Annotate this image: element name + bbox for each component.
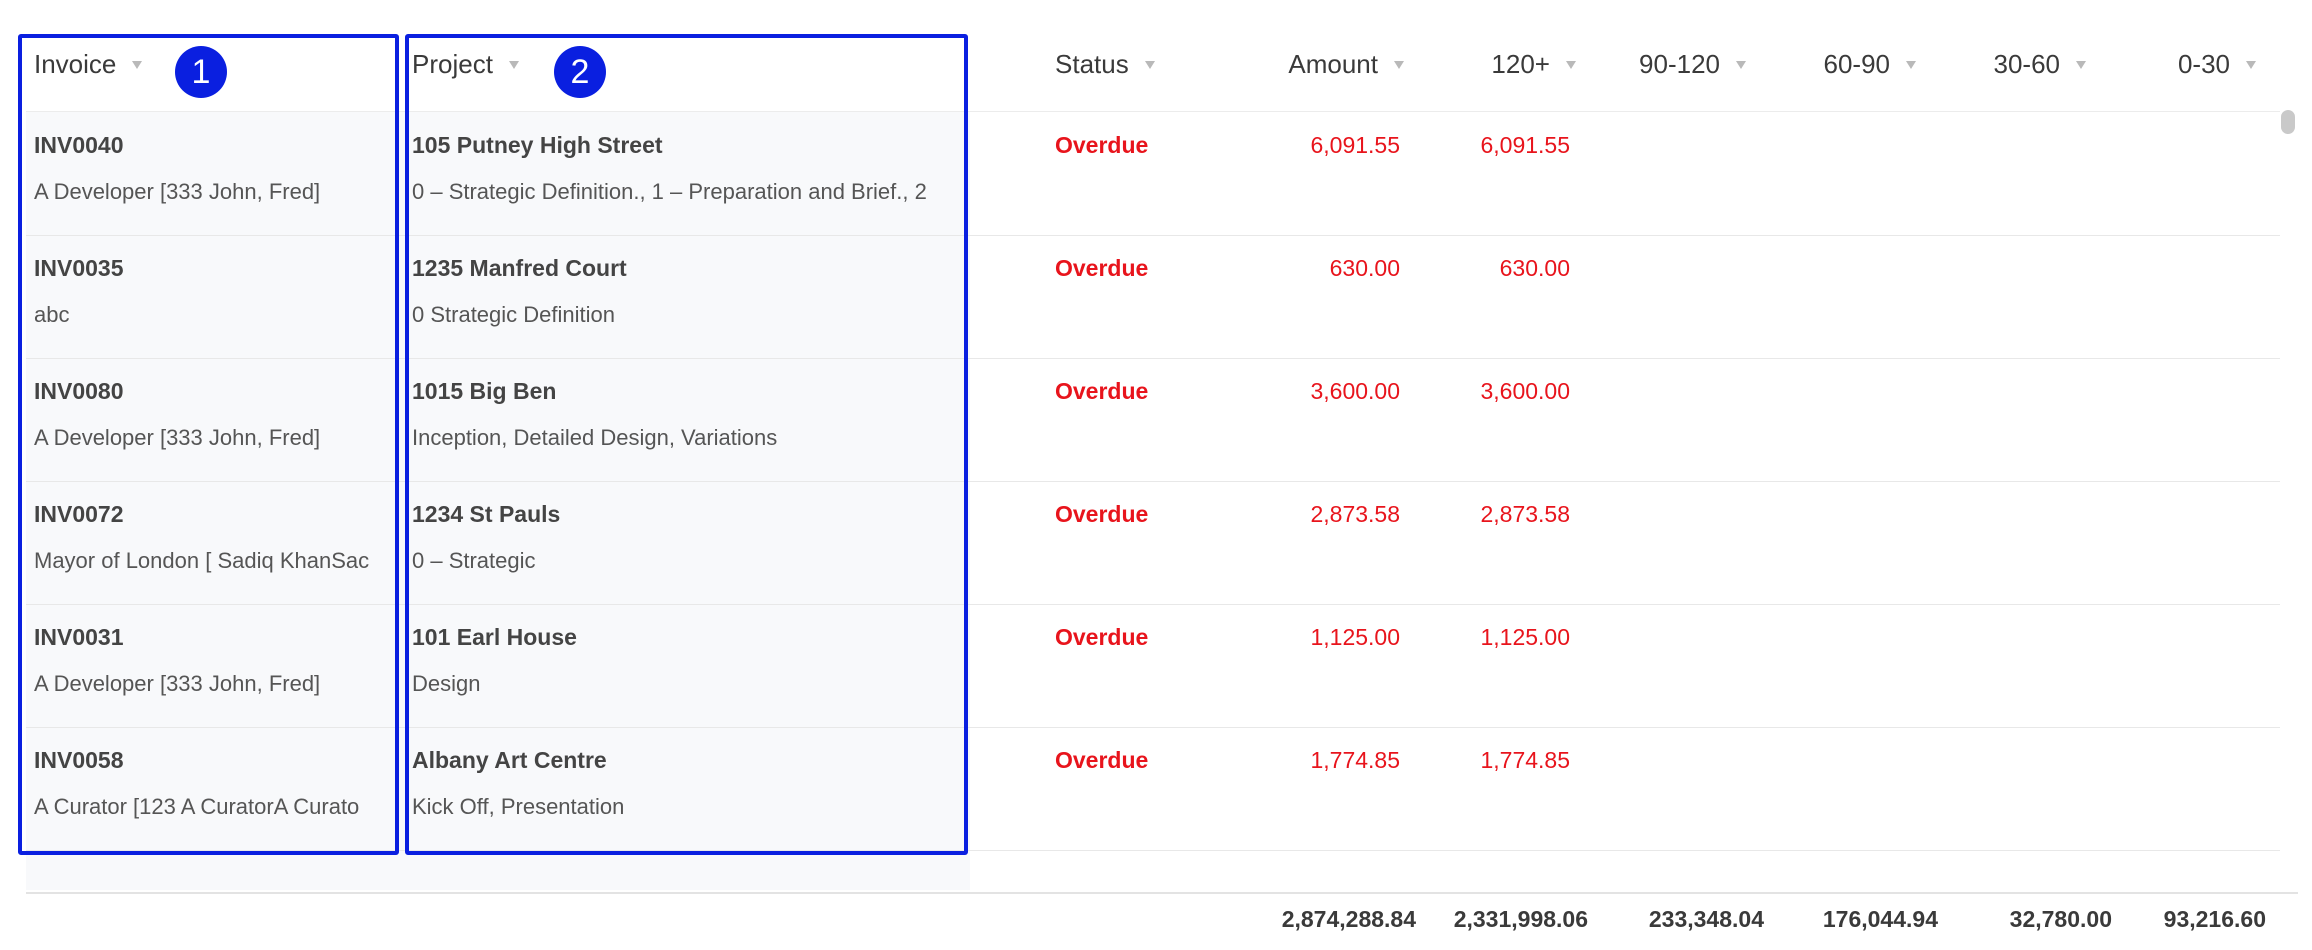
row-divider bbox=[26, 727, 2280, 728]
invoice-client: A Developer [333 John, Fred] bbox=[34, 179, 321, 204]
column-header-60-90[interactable]: 60-90 bbox=[1760, 44, 1916, 84]
project-name[interactable]: 1015 Big Ben bbox=[412, 378, 557, 404]
project-stages: Kick Off, Presentation bbox=[412, 794, 625, 819]
column-header-60-90-label: 60-90 bbox=[1823, 48, 1891, 79]
sort-caret-icon[interactable] bbox=[2076, 61, 2086, 69]
highlight-box-invoice-column bbox=[18, 34, 399, 855]
status-badge: Overdue bbox=[1055, 378, 1149, 404]
invoice-number[interactable]: INV0072 bbox=[34, 501, 124, 527]
column-header-project[interactable]: Project bbox=[412, 44, 519, 84]
column-header-project-label: Project bbox=[412, 48, 493, 79]
total-60-90: 176,044.94 bbox=[1822, 906, 1938, 932]
invoice-number[interactable]: INV0040 bbox=[34, 132, 124, 158]
table-row[interactable]: INV0035 abc 1235 Manfred Court 0 Strateg… bbox=[0, 235, 2312, 358]
column-header-90-120[interactable]: 90-120 bbox=[1590, 44, 1746, 84]
invoice-client: A Curator [123 A CuratorA Curato bbox=[34, 794, 360, 819]
column-header-status-label: Status bbox=[1055, 48, 1129, 79]
project-stages: 0 Strategic Definition bbox=[412, 302, 615, 327]
table-row[interactable]: INV0040 A Developer [333 John, Fred] 105… bbox=[0, 112, 2312, 235]
sort-caret-icon[interactable] bbox=[1144, 61, 1155, 69]
status-badge: Overdue bbox=[1055, 132, 1149, 158]
invoice-number[interactable]: INV0035 bbox=[34, 255, 124, 281]
project-name[interactable]: Albany Art Centre bbox=[412, 747, 607, 773]
project-name[interactable]: 105 Putney High Street bbox=[412, 132, 663, 158]
table-row[interactable]: INV0058 A Curator [123 A CuratorA Curato… bbox=[0, 727, 2312, 850]
sort-caret-icon[interactable] bbox=[1566, 61, 1576, 69]
column-header-0-30[interactable]: 0-30 bbox=[2100, 44, 2256, 84]
total-30-60: 32,780.00 bbox=[2009, 906, 2112, 932]
invoice-number[interactable]: INV0080 bbox=[34, 378, 124, 404]
project-stages: Inception, Detailed Design, Variations bbox=[412, 425, 778, 450]
total-90-120: 233,348.04 bbox=[1648, 906, 1764, 932]
column-header-120-plus-label: 120+ bbox=[1491, 48, 1550, 79]
sort-caret-icon[interactable] bbox=[1736, 61, 1746, 69]
column-header-amount-label: Amount bbox=[1288, 48, 1378, 79]
amount-value: 3,600.00 bbox=[1310, 378, 1400, 404]
column-header-90-120-label: 90-120 bbox=[1639, 48, 1720, 79]
annotation-badge-2: 2 bbox=[554, 46, 606, 98]
status-badge: Overdue bbox=[1055, 624, 1149, 650]
sort-caret-icon[interactable] bbox=[508, 61, 519, 69]
age-120-plus-value: 1,125.00 bbox=[1480, 624, 1570, 650]
row-divider bbox=[26, 481, 2280, 482]
column-header-30-60-label: 30-60 bbox=[1993, 48, 2061, 79]
age-120-plus-value: 2,873.58 bbox=[1480, 501, 1570, 527]
total-0-30: 93,216.60 bbox=[2163, 906, 2266, 932]
table-row[interactable]: INV0031 A Developer [333 John, Fred] 101… bbox=[0, 604, 2312, 727]
invoice-client: A Developer [333 John, Fred] bbox=[34, 671, 321, 696]
sort-caret-icon[interactable] bbox=[132, 61, 143, 69]
amount-value: 1,774.85 bbox=[1310, 747, 1400, 773]
age-120-plus-value: 3,600.00 bbox=[1480, 378, 1570, 404]
age-120-plus-value: 1,774.85 bbox=[1480, 747, 1570, 773]
age-120-plus-value: 6,091.55 bbox=[1480, 132, 1570, 158]
row-divider bbox=[26, 235, 2280, 236]
header-divider bbox=[26, 111, 2280, 112]
project-name[interactable]: 1234 St Pauls bbox=[412, 501, 561, 527]
column-header-status[interactable]: Status bbox=[1055, 44, 1155, 84]
project-stages: 0 – Strategic bbox=[412, 548, 536, 573]
amount-value: 1,125.00 bbox=[1310, 624, 1400, 650]
row-divider bbox=[26, 604, 2280, 605]
status-badge: Overdue bbox=[1055, 747, 1149, 773]
amount-value: 6,091.55 bbox=[1310, 132, 1400, 158]
total-amount: 2,874,288.84 bbox=[1281, 906, 1416, 932]
highlight-box-project-column bbox=[405, 34, 968, 855]
project-name[interactable]: 101 Earl House bbox=[412, 624, 577, 650]
totals-divider bbox=[26, 892, 2298, 894]
table-row[interactable]: INV0072 Mayor of London [ Sadiq KhanSac … bbox=[0, 481, 2312, 604]
table-row[interactable]: INV0080 A Developer [333 John, Fred] 101… bbox=[0, 358, 2312, 481]
column-header-invoice[interactable]: Invoice bbox=[34, 44, 143, 84]
column-header-120-plus[interactable]: 120+ bbox=[1420, 44, 1576, 84]
annotation-badge-1: 1 bbox=[175, 46, 227, 98]
sort-caret-icon[interactable] bbox=[1906, 61, 1916, 69]
vertical-scrollbar-thumb[interactable] bbox=[2281, 110, 2295, 134]
invoice-number[interactable]: INV0031 bbox=[34, 624, 124, 650]
highlighted-columns-background bbox=[26, 112, 970, 890]
project-stages: Design bbox=[412, 671, 481, 696]
status-badge: Overdue bbox=[1055, 501, 1149, 527]
row-divider bbox=[26, 358, 2280, 359]
amount-value: 2,873.58 bbox=[1310, 501, 1400, 527]
column-header-30-60[interactable]: 30-60 bbox=[1930, 44, 2086, 84]
amount-value: 630.00 bbox=[1329, 255, 1400, 281]
project-name[interactable]: 1235 Manfred Court bbox=[412, 255, 627, 281]
sort-caret-icon[interactable] bbox=[1394, 61, 1404, 69]
invoice-number[interactable]: INV0058 bbox=[34, 747, 124, 773]
column-header-amount[interactable]: Amount bbox=[1240, 44, 1404, 84]
column-header-invoice-label: Invoice bbox=[34, 48, 117, 79]
table-header: Invoice Project Status Amount 120+ 90-12… bbox=[0, 0, 2312, 112]
column-header-0-30-label: 0-30 bbox=[2177, 48, 2230, 79]
project-stages: 0 – Strategic Definition., 1 – Preparati… bbox=[412, 179, 927, 204]
row-divider bbox=[26, 850, 2280, 851]
invoice-client: A Developer [333 John, Fred] bbox=[34, 425, 321, 450]
age-120-plus-value: 630.00 bbox=[1499, 255, 1570, 281]
invoice-client: Mayor of London [ Sadiq KhanSac bbox=[34, 548, 370, 573]
total-120-plus: 2,331,998.06 bbox=[1453, 906, 1588, 932]
invoice-client: abc bbox=[34, 302, 70, 327]
status-badge: Overdue bbox=[1055, 255, 1149, 281]
sort-caret-icon[interactable] bbox=[2246, 61, 2256, 69]
